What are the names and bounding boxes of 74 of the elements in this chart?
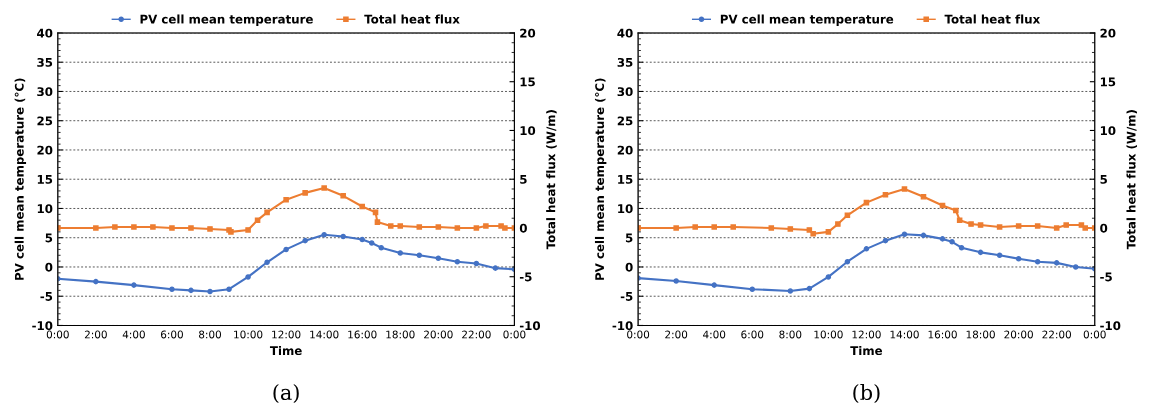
y2-tick-label: -10	[519, 321, 541, 331]
x-tick-label: 8:00	[779, 330, 802, 339]
y-tick-label: -5	[620, 292, 633, 301]
x-tick-label: 22:00	[462, 330, 491, 339]
y-tick-label: 20	[617, 145, 633, 155]
legend-label: Total heat flux	[364, 14, 460, 24]
y2-tick-label: 10	[520, 126, 536, 136]
y2-axis-title: Total heat flux (W/m)	[546, 110, 557, 250]
y-axis-title: PV cell mean temperature (°C)	[14, 78, 27, 280]
y-axis-title: PV cell mean temperature (°C)	[594, 78, 607, 280]
x-tick-label: 16:00	[928, 330, 957, 339]
x-tick-label: 14:00	[310, 330, 339, 339]
y2-tick-label: 20	[1100, 28, 1116, 38]
x-tick-label: 0:00	[503, 330, 526, 339]
y-tick-label: 25	[37, 116, 53, 126]
y-tick-label: 30	[37, 87, 53, 97]
x-tick-label: 16:00	[348, 330, 377, 339]
text: (a)	[273, 383, 299, 404]
y2-tick-label: -5	[1100, 272, 1112, 282]
legend-label: Total heat flux	[944, 14, 1041, 24]
text: (b)	[853, 383, 880, 404]
y2-axis-title: Total heat flux (W/m)	[1126, 110, 1137, 250]
y-tick-label: 5	[625, 233, 633, 243]
y-tick-label: 15	[37, 175, 53, 184]
y2-tick-label: -10	[1100, 321, 1121, 331]
x-tick-label: 22:00	[1042, 330, 1071, 339]
y2-tick-label: 20	[520, 28, 536, 38]
legend-label: PV cell mean temperature	[720, 14, 894, 26]
x-tick-label: 0:00	[627, 330, 650, 339]
x-tick-label: 18:00	[966, 330, 995, 339]
x-tick-label: 2:00	[665, 330, 688, 339]
y2-tick-label: 0	[519, 223, 527, 233]
y-tick-label: -5	[40, 292, 53, 301]
y-tick-label: 0	[45, 262, 53, 272]
y2-tick-label: 10	[1100, 126, 1116, 136]
y-tick-label: 40	[617, 28, 633, 38]
y-tick-label: 0	[625, 262, 633, 272]
x-axis-title: Time	[269, 345, 302, 356]
x-tick-label: 0:00	[46, 330, 69, 339]
y-tick-label: 40	[37, 28, 53, 38]
x-tick-label: 10:00	[814, 330, 843, 339]
x-tick-label: 2:00	[84, 330, 107, 339]
x-tick-label: 6:00	[160, 330, 183, 339]
x-tick-label: 0:00	[1083, 330, 1106, 339]
x-tick-label: 4:00	[703, 330, 726, 339]
y2-tick-label: 0	[1100, 223, 1108, 233]
y-tick-label: 35	[617, 57, 633, 67]
y-tick-label: 35	[37, 57, 53, 67]
y-tick-label: -10	[612, 321, 633, 331]
y2-tick-label: 5	[520, 175, 527, 184]
x-tick-label: 20:00	[424, 330, 453, 339]
x-tick-label: 12:00	[272, 330, 301, 339]
x-tick-label: 4:00	[122, 330, 145, 339]
y-tick-label: 10	[618, 204, 633, 214]
y2-tick-label: 5	[1100, 175, 1107, 184]
legend-label: PV cell mean temperature	[140, 14, 313, 26]
y-tick-label: 5	[45, 233, 53, 243]
x-tick-label: 14:00	[890, 330, 919, 339]
x-tick-label: 12:00	[852, 330, 881, 339]
y2-tick-label: -5	[519, 272, 532, 282]
y2-tick-label: 15	[520, 77, 535, 87]
y-tick-label: 10	[37, 204, 53, 214]
x-tick-label: 6:00	[741, 330, 764, 339]
x-tick-label: 8:00	[199, 330, 222, 339]
y2-tick-label: 15	[1100, 77, 1116, 87]
x-tick-label: 18:00	[386, 330, 415, 339]
y-tick-label: 30	[617, 87, 633, 97]
y-tick-label: 15	[618, 175, 633, 184]
x-tick-label: 20:00	[1004, 330, 1033, 339]
y-tick-label: 20	[37, 145, 53, 155]
y-tick-label: 25	[617, 116, 633, 126]
y-tick-label: -10	[32, 321, 53, 331]
x-axis-title: Time	[850, 345, 883, 356]
x-tick-label: 10:00	[234, 330, 263, 339]
